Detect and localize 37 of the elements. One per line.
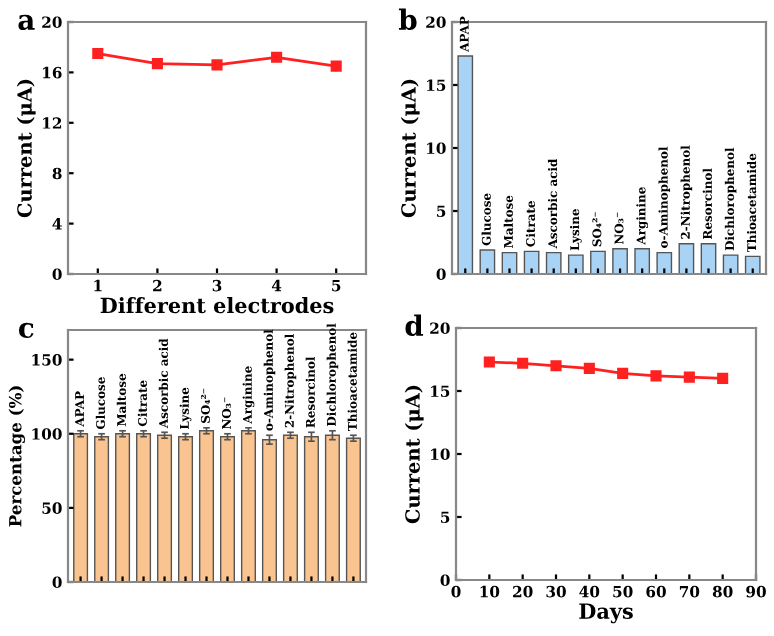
bar [722,254,739,274]
point [517,357,529,369]
y-axis-title: Current (μA) [400,79,420,218]
point [550,360,562,372]
text: c [18,322,34,339]
point [330,60,342,72]
y-axis-title: Current (μA) [404,385,424,524]
point [211,59,223,71]
text: a [18,14,35,31]
bar [479,249,496,274]
point [650,370,662,382]
point [151,58,163,70]
bar [744,255,761,274]
y-axis-title: Percentage (%) [8,386,25,527]
bar [523,250,540,274]
bar [678,243,695,274]
point [92,47,104,60]
point [617,367,629,379]
bar [634,248,651,274]
point [483,356,495,368]
point [683,371,695,383]
bar [501,251,518,274]
text: b [398,8,417,31]
bar [590,250,606,274]
bar [656,251,673,274]
point [717,372,729,384]
bar [545,251,562,274]
text: d [405,314,424,337]
bar [457,55,474,274]
bar [567,254,584,274]
bar [700,243,717,274]
y-axis-title: Current (μA) [16,79,36,218]
x-axis-title: Days [579,603,633,624]
bar [612,248,628,274]
x-axis-title: Different electrodes [100,297,334,314]
point [583,362,595,374]
point [271,51,283,63]
